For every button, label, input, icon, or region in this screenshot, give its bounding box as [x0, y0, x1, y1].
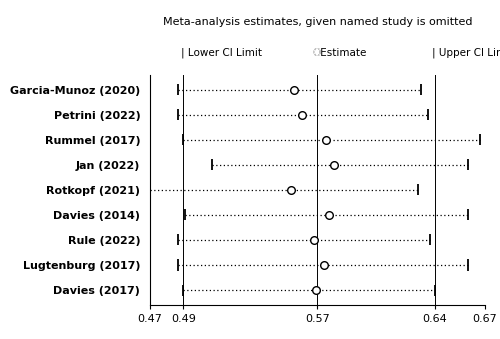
Text: | Lower CI Limit: | Lower CI Limit — [181, 47, 262, 58]
Text: Meta-analysis estimates, given named study is omitted: Meta-analysis estimates, given named stu… — [163, 17, 472, 27]
Text: OEstimate: OEstimate — [312, 47, 367, 58]
Text: | Upper CI Limit: | Upper CI Limit — [432, 47, 500, 58]
Text: O: O — [312, 47, 320, 58]
